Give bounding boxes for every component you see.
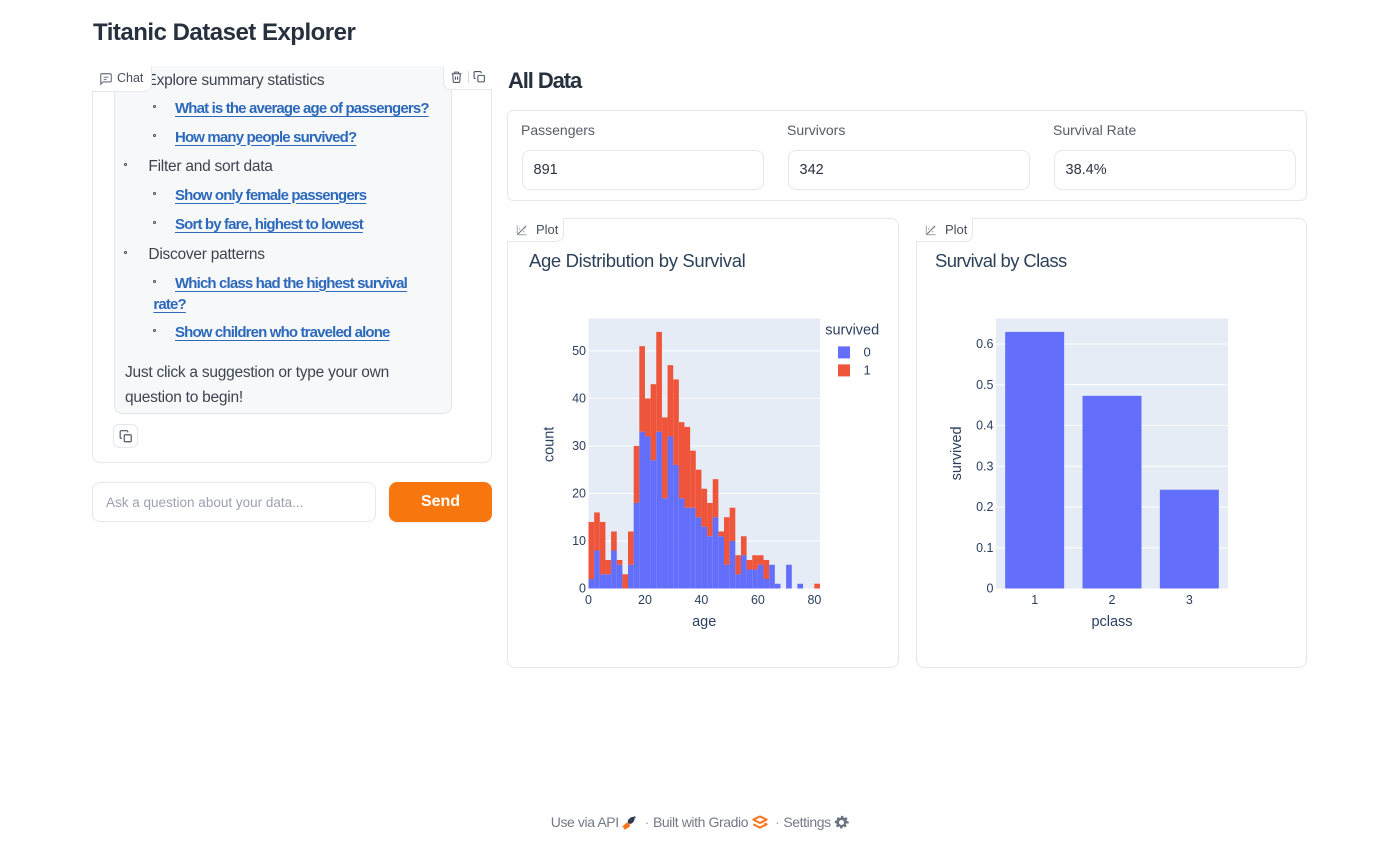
svg-text:age: age bbox=[692, 614, 716, 630]
svg-text:2: 2 bbox=[1109, 593, 1116, 607]
svg-text:0.1: 0.1 bbox=[976, 541, 993, 555]
svg-text:40: 40 bbox=[572, 392, 586, 406]
svg-text:20: 20 bbox=[572, 487, 586, 501]
svg-text:0: 0 bbox=[585, 593, 592, 607]
svg-text:40: 40 bbox=[694, 593, 708, 607]
svg-text:0.3: 0.3 bbox=[976, 459, 993, 473]
svg-text:survived: survived bbox=[949, 426, 965, 480]
svg-text:0.4: 0.4 bbox=[976, 419, 993, 433]
svg-text:20: 20 bbox=[638, 593, 652, 607]
svg-text:1: 1 bbox=[864, 362, 871, 377]
svg-text:0: 0 bbox=[579, 582, 586, 596]
svg-text:60: 60 bbox=[751, 593, 765, 607]
svg-text:pclass: pclass bbox=[1091, 614, 1132, 630]
svg-text:10: 10 bbox=[572, 534, 586, 548]
svg-text:80: 80 bbox=[807, 593, 821, 607]
svg-text:count: count bbox=[542, 427, 558, 462]
svg-text:0.2: 0.2 bbox=[976, 500, 993, 514]
svg-text:50: 50 bbox=[572, 344, 586, 358]
svg-text:survived: survived bbox=[825, 323, 879, 339]
svg-text:0.5: 0.5 bbox=[976, 378, 993, 392]
svg-text:1: 1 bbox=[1031, 593, 1038, 607]
svg-text:0.6: 0.6 bbox=[976, 337, 993, 351]
svg-text:0: 0 bbox=[864, 344, 871, 359]
svg-text:0: 0 bbox=[987, 582, 994, 596]
svg-text:30: 30 bbox=[572, 439, 586, 453]
svg-text:3: 3 bbox=[1186, 593, 1193, 607]
